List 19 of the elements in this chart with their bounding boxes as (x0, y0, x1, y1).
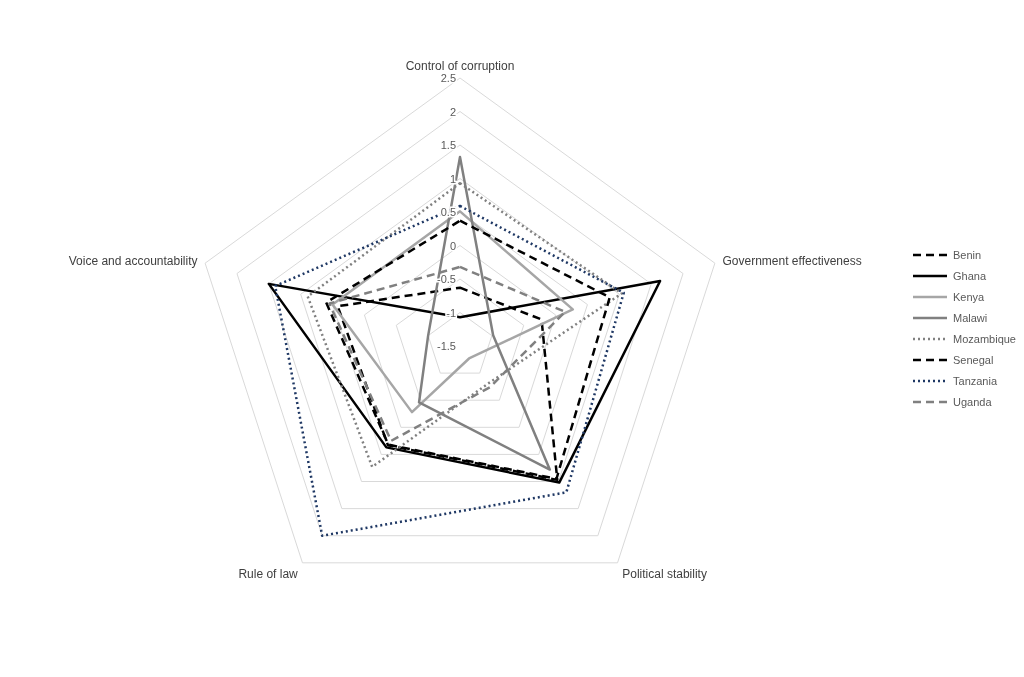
y-tick-label: 2.5 (440, 72, 456, 84)
y-tick-label: 1 (449, 172, 456, 185)
spoke-label: Government effectiveness (722, 253, 862, 268)
legend-label: Uganda (953, 395, 992, 408)
y-tick-label: 0 (449, 239, 456, 252)
legend-label: Malawi (953, 311, 988, 324)
spoke-label: Voice and accountability (68, 253, 198, 268)
spoke-label: Rule of law (238, 566, 299, 581)
legend-label: Kenya (953, 290, 985, 303)
legend-label: Senegal (953, 353, 994, 366)
legend-label: Benin (953, 248, 982, 261)
spoke-label: Control of corruption (405, 59, 515, 73)
y-tick-label: 1.5 (440, 139, 456, 151)
y-tick-label: -1.5 (437, 340, 456, 352)
legend-label: Ghana (953, 269, 987, 282)
legend-label: Tanzania (953, 374, 998, 387)
y-tick-label: 2 (449, 105, 456, 118)
legend-label: Mozambique (953, 332, 1016, 345)
spoke-label: Political stability (622, 566, 707, 581)
